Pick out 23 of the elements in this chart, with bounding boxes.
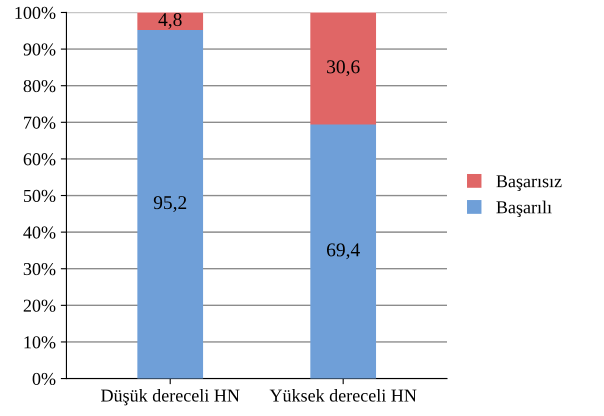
y-tick-label: 30% bbox=[24, 262, 56, 276]
y-tick-label: 100% bbox=[15, 6, 56, 19]
y-tick-label: 50% bbox=[24, 190, 56, 202]
data-label: 4,8 bbox=[158, 13, 182, 29]
x-tick-label: Yüksek dereceli HN bbox=[270, 388, 416, 402]
legend-label: Başarılı bbox=[496, 200, 552, 218]
y-tick-label: 90% bbox=[24, 43, 56, 56]
data-label: 95,2 bbox=[154, 196, 186, 212]
bar bbox=[137, 12, 204, 30]
data-label: 30,6 bbox=[327, 60, 360, 76]
bar bbox=[310, 12, 376, 124]
y-tick-label: 80% bbox=[24, 80, 56, 92]
y-tick-label: 10% bbox=[24, 336, 56, 348]
legend-label: Başarısız bbox=[496, 175, 562, 192]
y-tick-label: 70% bbox=[24, 116, 56, 129]
data-label: 69,4 bbox=[327, 243, 360, 260]
bar bbox=[137, 30, 204, 379]
y-tick-label: 20% bbox=[24, 300, 56, 312]
y-tick-label: 0% bbox=[32, 372, 56, 386]
x-tick-label: Düşük dereceli HN bbox=[101, 388, 240, 406]
bar bbox=[310, 124, 376, 379]
y-tick-label: 40% bbox=[23, 226, 56, 239]
y-tick-label: 60% bbox=[24, 153, 56, 166]
